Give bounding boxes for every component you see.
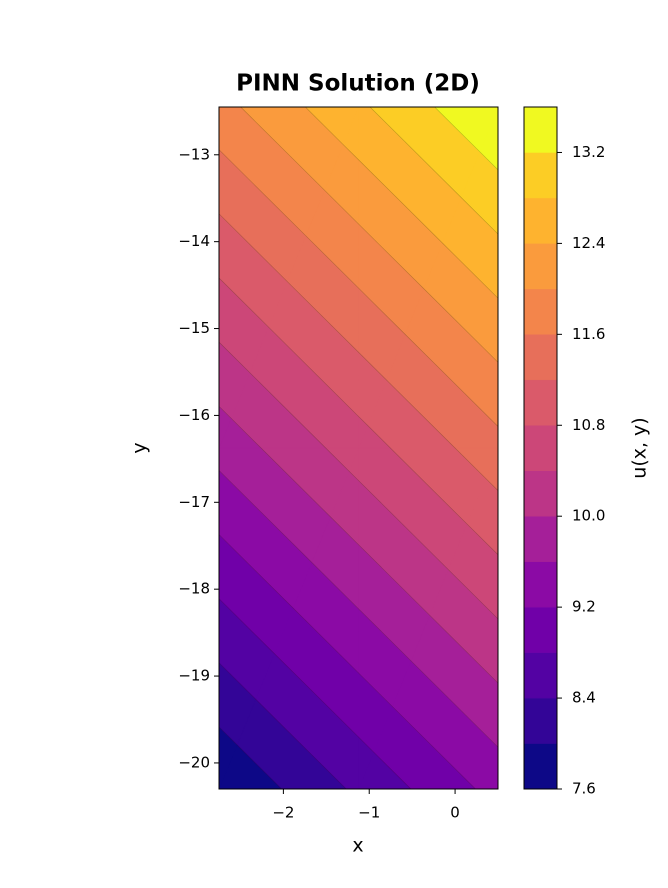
- colorbar-tick-label: 8.4: [572, 689, 596, 707]
- contour-line: [218, 662, 256, 700]
- contour-line: [390, 447, 468, 525]
- contour-line: [218, 598, 275, 654]
- colorbar-tick-label: 12.4: [572, 234, 605, 252]
- y-tick-label: −18: [178, 580, 210, 598]
- colorbar-tick-label: 9.2: [572, 598, 596, 616]
- contour-line: [358, 352, 387, 381]
- colorbar-band: [523, 606, 558, 653]
- contour-line: [410, 660, 499, 748]
- y-tick-label: −19: [178, 667, 210, 685]
- contour-line: [311, 562, 359, 610]
- contour-line: [358, 159, 443, 244]
- y-tick-label: −20: [178, 753, 210, 771]
- colorbar-band: [523, 697, 558, 744]
- contour-line: [342, 144, 359, 160]
- contour-line: [423, 288, 499, 363]
- colorbar-band: [523, 652, 558, 699]
- contour-line: [324, 189, 359, 225]
- contour-line: [373, 751, 412, 790]
- x-axis-label: x: [352, 835, 363, 857]
- contour-line: [218, 277, 269, 328]
- colorbar-band: [523, 379, 558, 426]
- contour-line: [358, 608, 412, 662]
- contour-line: [358, 223, 424, 289]
- y-tick-label: −15: [178, 319, 210, 337]
- y-tick-label: −16: [178, 406, 210, 424]
- y-axis-label: y: [129, 442, 151, 453]
- contour-line: [358, 416, 368, 426]
- colorbar-tick-label: 11.6: [572, 325, 605, 343]
- contour-line: [479, 151, 499, 171]
- colorbar-band: [523, 197, 558, 244]
- contour-line: [392, 706, 476, 790]
- contour-line: [218, 213, 288, 282]
- contour-line: [404, 334, 499, 427]
- colorbar-tick-label: 10.0: [572, 507, 605, 525]
- contour-line: [348, 470, 359, 481]
- colorbar-tick-label: 10.8: [572, 416, 605, 434]
- contour-line: [218, 726, 238, 746]
- y-tick-label: −13: [178, 145, 210, 163]
- colorbar-band: [523, 743, 558, 790]
- contour-line: [442, 242, 499, 299]
- contour-line: [218, 470, 312, 563]
- colorbar-label: u(x, y): [629, 417, 651, 478]
- colorbar-band: [523, 288, 558, 335]
- contour-line: [218, 534, 294, 609]
- colorbar-band: [523, 152, 558, 199]
- contour-line: [330, 516, 359, 545]
- x-tick-label: −2: [272, 804, 294, 822]
- contour-line: [358, 736, 374, 753]
- contour-line: [325, 447, 350, 472]
- contour-line: [305, 106, 344, 145]
- contour-line: [255, 699, 347, 790]
- contour-line: [218, 406, 232, 419]
- contour-line: [454, 447, 486, 479]
- contour-line: [249, 372, 326, 449]
- contour-line: [485, 478, 499, 491]
- contour-line: [260, 447, 331, 517]
- contour-line: [236, 744, 282, 790]
- contour-line: [358, 287, 406, 335]
- contour-line: [429, 614, 499, 684]
- contour-line: [240, 106, 325, 191]
- colorbar-band: [523, 561, 558, 608]
- contour-line: [466, 523, 499, 555]
- colorbar-tick-label: 13.2: [572, 143, 605, 161]
- x-tick-label: 0: [450, 804, 460, 822]
- y-tick-label: −17: [178, 493, 210, 511]
- contour-line: [292, 607, 359, 674]
- chart-title: PINN Solution (2D): [236, 71, 480, 97]
- contour-line: [369, 106, 462, 198]
- colorbar-tick-label: 7.6: [572, 780, 596, 798]
- contour-line: [218, 149, 307, 237]
- colorbar-band: [523, 470, 558, 517]
- contour-line: [305, 235, 359, 289]
- colorbar-band: [523, 243, 558, 290]
- contour-line: [367, 425, 391, 449]
- contour-line: [358, 544, 430, 616]
- contour-line: [460, 197, 499, 235]
- contour-line: [358, 480, 449, 570]
- contour-line: [358, 672, 393, 707]
- contour-line: [230, 418, 262, 449]
- colorbar-band: [523, 425, 558, 471]
- contour-line: [218, 341, 251, 373]
- contour-line: [434, 106, 480, 152]
- x-tick-label: −1: [358, 804, 380, 822]
- colorbar-band: [523, 106, 558, 153]
- colorbar-frame: [523, 106, 558, 790]
- contour-line: [386, 379, 456, 449]
- colorbar-band: [523, 334, 558, 381]
- contour-line: [274, 653, 359, 738]
- contour-line: [268, 326, 359, 417]
- plot-frame: [218, 106, 499, 790]
- contour-line: [448, 569, 499, 620]
- y-tick-label: −14: [178, 232, 210, 250]
- contour-line: [286, 281, 359, 353]
- colorbar-band: [523, 515, 558, 562]
